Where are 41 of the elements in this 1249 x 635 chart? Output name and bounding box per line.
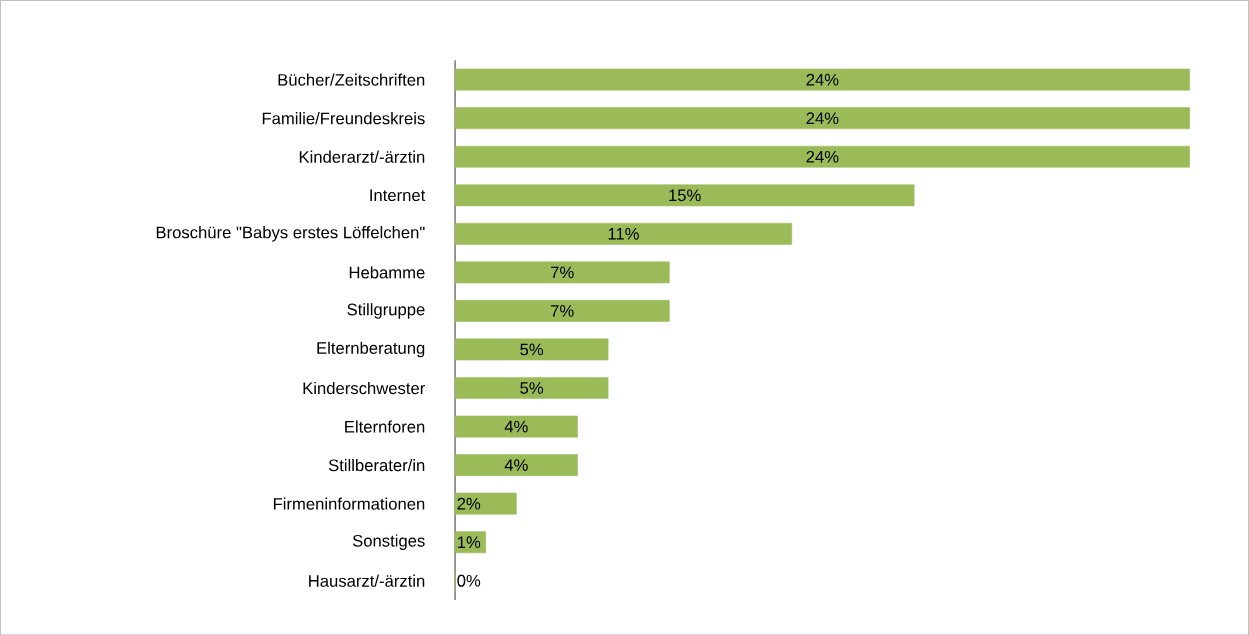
data-label: 11% bbox=[608, 227, 639, 240]
bar bbox=[454, 299, 670, 322]
y-tick-label: Internet bbox=[370, 189, 426, 201]
data-label: 7% bbox=[551, 266, 574, 279]
y-tick-label: Kinderschwester bbox=[303, 381, 426, 394]
data-label: 7% bbox=[551, 304, 574, 317]
y-tick-label: Broschüre "Babys erstes Löffelchen" bbox=[156, 225, 425, 242]
data-label: 24% bbox=[806, 73, 839, 86]
bar bbox=[454, 184, 915, 206]
data-label: 24% bbox=[806, 112, 839, 124]
data-label: 24% bbox=[806, 150, 839, 163]
y-tick-label: Sonstiges bbox=[352, 534, 425, 550]
bar bbox=[454, 531, 486, 553]
y-tick-label: Hebamme bbox=[349, 266, 425, 279]
data-label: 5% bbox=[520, 381, 544, 394]
y-tick-label: Familie/Freundeskreis bbox=[262, 111, 425, 125]
bar bbox=[454, 261, 670, 284]
data-label: 4% bbox=[504, 459, 528, 471]
y-tick-label: Kinderarzt/-ärztin bbox=[299, 150, 425, 163]
data-label: 5% bbox=[520, 343, 544, 356]
bar bbox=[454, 415, 578, 438]
y-tick-label: Firmeninformationen bbox=[273, 497, 425, 510]
bar bbox=[454, 107, 1190, 129]
bar bbox=[454, 376, 609, 399]
bar bbox=[454, 68, 1190, 91]
data-label: 1% bbox=[457, 536, 481, 548]
bar bbox=[454, 454, 578, 476]
y-tick-label: Bücher/Zeitschriften bbox=[278, 73, 425, 86]
bar bbox=[454, 338, 609, 361]
data-label: 15% bbox=[669, 189, 701, 201]
y-tick-label: Stillgruppe bbox=[347, 302, 425, 319]
y-tick-label: Hausarzt/-ärztin bbox=[309, 574, 425, 587]
y-tick-label: Elternforen bbox=[345, 420, 425, 433]
data-label: 0% bbox=[457, 574, 481, 587]
y-tick-label: Stillberater/in bbox=[328, 458, 425, 472]
data-label: 4% bbox=[504, 420, 528, 433]
bar bbox=[454, 222, 793, 245]
bar bbox=[454, 145, 1190, 168]
data-label: 2% bbox=[457, 497, 481, 510]
y-tick-label: Elternberatung bbox=[317, 341, 425, 358]
bar bbox=[454, 492, 517, 515]
